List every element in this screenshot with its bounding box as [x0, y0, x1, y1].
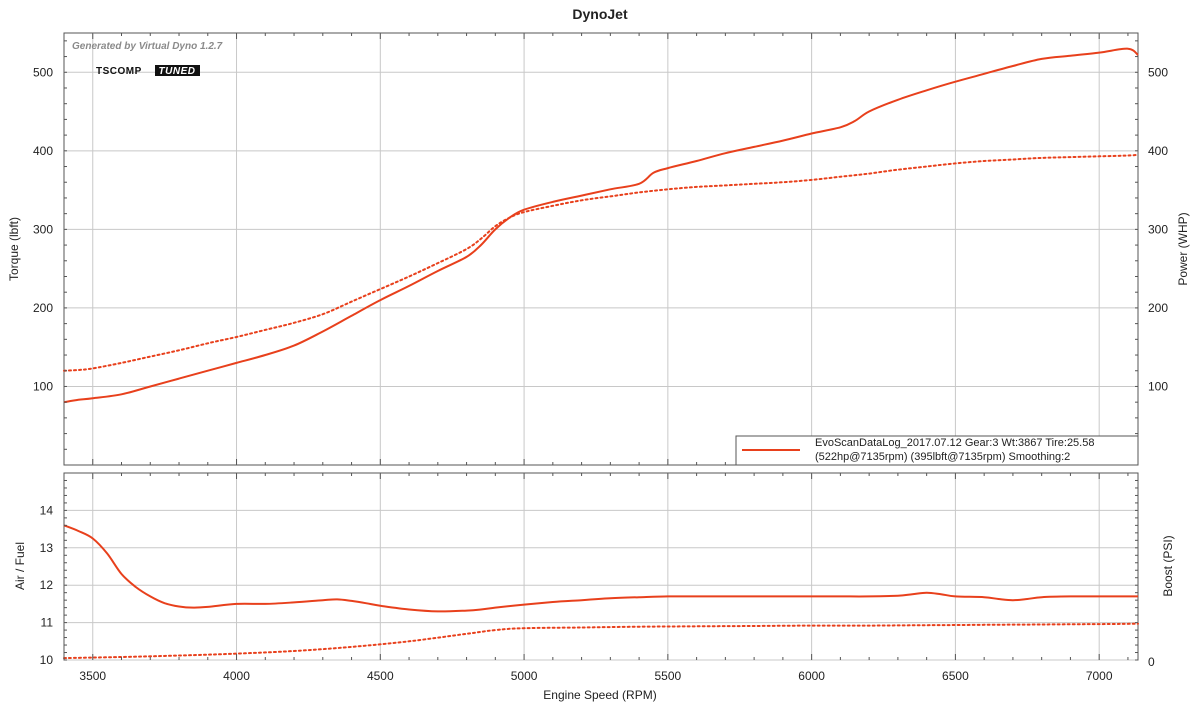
legend: EvoScanDataLog_2017.07.12 Gear:3 Wt:3867…: [735, 435, 1139, 466]
top-plot-frame: [63, 32, 1139, 466]
x-tick-label: 7000: [1086, 669, 1113, 683]
y-tick-label: 100: [33, 379, 53, 393]
solid-series-line: [63, 524, 1138, 613]
bottom-grid: [64, 473, 1138, 661]
y-tick-label: 11: [41, 616, 54, 630]
top-ticks: 100 200 300 400 500 100 200 300 400 500: [33, 33, 1168, 466]
legend-box: [735, 435, 1139, 466]
x-tick-label: 4500: [367, 669, 394, 683]
y-right-tick-label: 300: [1148, 222, 1168, 236]
x-tick-label: 6000: [798, 669, 825, 683]
torque-power-panel: 100 200 300 400 500 100 200 300 400 500 Generated…: [7, 32, 1190, 466]
tscomp-logo: TSCOMP TUNED: [96, 65, 200, 77]
watermark-text: Generated by Virtual Dyno 1.2.7: [72, 41, 223, 52]
y-tick-label: 12: [40, 578, 54, 592]
y-right-tick-label: 200: [1148, 301, 1168, 315]
y-right-tick-label: 100: [1148, 379, 1168, 393]
y-tick-label: 500: [33, 65, 53, 79]
solid-series-line: [63, 47, 1139, 404]
legend-line-1: EvoScanDataLog_2017.07.12 Gear:3 Wt:3867…: [815, 437, 1094, 449]
y-tick-label: 10: [40, 653, 54, 667]
dotted-series-line: [63, 153, 1139, 372]
torque-axis-label: Torque (lbft): [7, 217, 21, 281]
x-axis-label: Engine Speed (RPM): [543, 688, 656, 702]
logo-badge-bg: [155, 65, 200, 76]
bottom-series: [63, 524, 1139, 660]
y-right-tick-label: 400: [1148, 144, 1168, 158]
x-tick-label: 5000: [511, 669, 538, 683]
y-tick-label: 400: [33, 144, 53, 158]
legend-line-2: (522hp@7135rpm) (395lbft@7135rpm) Smooth…: [815, 451, 1070, 463]
power-axis-label: Power (WHP): [1176, 212, 1190, 285]
y-right-tick-label: 0: [1148, 655, 1155, 669]
x-tick-label: 6500: [942, 669, 969, 683]
x-tick-label: 5500: [655, 669, 682, 683]
dotted-series-line: [63, 622, 1139, 660]
top-series: [63, 47, 1139, 404]
logo-badge-text: TUNED: [159, 66, 196, 77]
x-tick-label: 3500: [79, 669, 106, 683]
x-tick-label: 4000: [223, 669, 250, 683]
chart-title: DynoJet: [572, 6, 628, 22]
y-tick-label: 300: [33, 222, 53, 236]
y-right-tick-label: 500: [1148, 65, 1168, 79]
y-tick-label: 200: [33, 301, 53, 315]
top-grid: [64, 33, 1138, 465]
y-tick-label: 13: [40, 541, 54, 555]
boost-axis-label: Boost (PSI): [1161, 535, 1175, 596]
y-tick-label: 14: [40, 503, 54, 517]
logo-text: TSCOMP: [96, 66, 142, 77]
bottom-plot-frame: [63, 472, 1139, 661]
air-fuel-axis-label: Air / Fuel: [13, 542, 27, 590]
afr-boost-panel: 10 11 12 13 14 0 3500 4000 4500 5000 5500 6000 6500 7…: [13, 472, 1175, 683]
bottom-ticks: 10 11 12 13 14 0 3500 4000 4500 5000 5500 6000 6500 7…: [40, 472, 1155, 683]
